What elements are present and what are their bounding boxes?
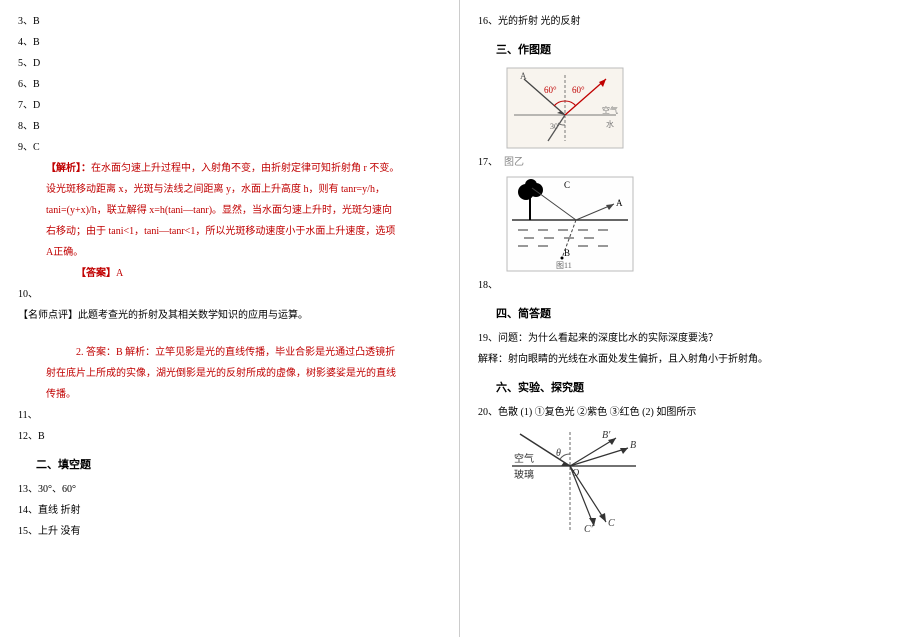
fig2-label-a: A	[616, 198, 623, 208]
fig3-o: O	[572, 468, 579, 479]
answer-11: 11、	[18, 408, 441, 423]
fig1-angle-60a: 60°	[544, 85, 557, 95]
analysis-block: 【解析】：在水面匀速上升过程中，入射角不变，由折射定律可知折射角 r 不变。	[46, 161, 441, 176]
fig1-angle-30: 30	[550, 122, 558, 131]
answer-3: 3、B	[18, 14, 441, 29]
fig1-angle-60b: 60°	[572, 85, 585, 95]
answer-7: 7、D	[18, 98, 441, 113]
teacher-note: 【名师点评】此题考查光的折射及其相关数学知识的应用与运算。	[18, 308, 441, 323]
fig3-cp: C′	[584, 524, 594, 535]
fig1-label-a: A	[520, 71, 527, 81]
fig2-label-c: C	[564, 180, 570, 190]
answer-19-question: 19、问题：为什么看起来的深度比水的实际深度要浅？	[478, 331, 902, 346]
answer-value: A	[116, 268, 123, 279]
analysis-line5: A正确。	[46, 245, 441, 260]
fig3-air: 空气	[514, 452, 534, 465]
answer-15: 15、上升 没有	[18, 524, 441, 539]
analysis-line2: 设光斑移动距离 x，光斑与法线之间距离 y，水面上升高度 h，则有 tanr=y…	[46, 182, 441, 197]
answer-16: 16、光的折射 光的反射	[478, 14, 902, 29]
analysis-line3: tani=(y+x)/h，联立解得 x=h(tani—tanr)。显然，当水面匀…	[46, 203, 441, 218]
answer-label: 【答案】	[76, 268, 116, 279]
q2-line1: 2. 答案：B 解析：立竿见影是光的直线传播，毕业合影是光通过凸透镜折	[76, 345, 441, 360]
fig3-bp: B′	[602, 430, 611, 441]
fig3-theta: θ	[556, 448, 561, 459]
answer-19-explain: 解释：射向眼睛的光线在水面处发生偏折，且入射角小于折射角。	[478, 352, 902, 367]
q2-line3: 传播。	[46, 387, 441, 402]
answer-5: 5、D	[18, 56, 441, 71]
analysis-label: 【解析】：	[46, 163, 91, 174]
analysis-line4: 右移动；由于 tani<1，tani—tanr<1，所以光斑移动速度小于水面上升…	[46, 224, 441, 239]
figure-2: C A B 图11	[506, 176, 902, 272]
answer-13: 13、30°、60°	[18, 482, 441, 497]
answer-4: 4、B	[18, 35, 441, 50]
fig2-caption: 图11	[556, 261, 572, 270]
answer-6: 6、B	[18, 77, 441, 92]
answer-14: 14、直线 折射	[18, 503, 441, 518]
analysis-line1: 在水面匀速上升过程中，入射角不变，由折射定律可知折射角 r 不变。	[91, 163, 399, 174]
fig1-label-air: 空气	[602, 105, 618, 115]
answer-line: 【答案】A	[76, 266, 441, 281]
answer-8: 8、B	[18, 119, 441, 134]
figure-3: θ O B′ B C′ C 空气 玻璃	[506, 426, 902, 536]
fig2-label-b: B	[564, 248, 570, 258]
section-2-title: 二、填空题	[36, 456, 441, 472]
answer-9: 9、C	[18, 140, 441, 155]
answer-20: 20、色散 (1) ①复色光 ②紫色 ③红色 (2) 如图所示	[478, 405, 902, 420]
figure-1: A 60° 60° 30 空气 水	[506, 67, 902, 149]
q2-line2: 射在底片上所成的实像，湖光倒影是光的反射所成的虚像，树影婆娑是光的直线	[46, 366, 441, 381]
answer-10: 10、	[18, 287, 441, 302]
fig3-glass: 玻璃	[514, 468, 534, 481]
answer-17: 17、图乙	[478, 155, 902, 170]
fig3-c: C	[608, 518, 615, 529]
fig1-label-water: 水	[606, 119, 614, 129]
section-4-title: 四、简答题	[496, 305, 902, 321]
right-column: 16、光的折射 光的反射 三、作图题	[460, 0, 920, 637]
section-3-title: 三、作图题	[496, 41, 902, 57]
answer-12: 12、B	[18, 429, 441, 444]
left-column: 3、B 4、B 5、D 6、B 7、D 8、B 9、C 【解析】：在水面匀速上升…	[0, 0, 460, 637]
fig3-b: B	[630, 440, 636, 451]
fig1-caption: 图乙	[504, 157, 524, 168]
answer-18: 18、	[478, 278, 902, 293]
section-6-title: 六、实验、探究题	[496, 379, 902, 395]
